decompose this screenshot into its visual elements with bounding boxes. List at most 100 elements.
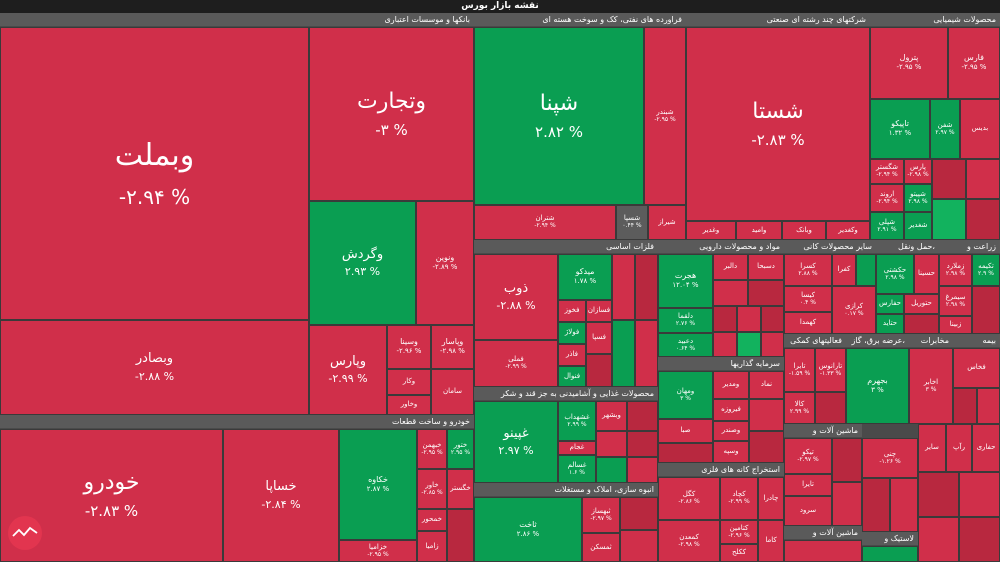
tile-fkhas[interactable]: فسپا xyxy=(586,322,612,354)
tile-vkghadir[interactable]: وکغدیر xyxy=(826,221,870,240)
tile-filler[interactable] xyxy=(713,332,737,357)
tile-dsoban[interactable]: دسبحا xyxy=(748,254,784,280)
tile-vpasar[interactable]: وپاسار -۲.۹۸ % xyxy=(431,325,474,369)
tile-vgardesh[interactable]: وگردش ۲.۹۳ % xyxy=(309,201,416,325)
tile-vbank[interactable]: وبانک xyxy=(782,221,826,240)
tile-fala[interactable]: فولاژ xyxy=(558,322,586,344)
tile-saba[interactable]: صبا xyxy=(658,419,713,443)
tile-vbshahr[interactable]: وبشهر xyxy=(596,401,627,431)
tile-filler[interactable] xyxy=(932,159,966,199)
tile-filler[interactable] xyxy=(918,517,959,562)
tile-filler[interactable] xyxy=(627,431,658,457)
tile-vkar[interactable]: وکار xyxy=(387,369,431,395)
tile-ghsalem[interactable]: غسالم ۱.۶ % xyxy=(558,455,596,483)
tile-badr[interactable]: بدیس xyxy=(960,99,1000,159)
tile-vsina[interactable]: وسینا -۲.۹۶ % xyxy=(387,325,431,369)
tile-filler[interactable] xyxy=(918,472,959,517)
tile-filler[interactable] xyxy=(832,438,862,482)
tile-karzi[interactable]: کرازی ۰.۱۷ % xyxy=(832,286,876,334)
tile-filler[interactable] xyxy=(856,254,876,286)
tile-kzar[interactable]: کاما xyxy=(758,520,784,562)
tile-kkal[interactable]: ککلح xyxy=(720,544,758,562)
tile-filler[interactable] xyxy=(737,332,761,357)
tile-akhaber[interactable]: اخابر ۳ % xyxy=(909,348,953,424)
tile-takieh[interactable]: تکیمه ۲.۹ % xyxy=(972,254,1000,286)
tile-dalmo[interactable]: دالبر xyxy=(713,254,748,280)
tile-shbandar[interactable]: شبندر -۲.۹۵ % xyxy=(644,27,686,205)
tile-khgostar[interactable]: خگستر xyxy=(447,469,474,509)
tile-shbiri[interactable]: شپلی ۲.۹۱ % xyxy=(870,212,904,240)
tile-filler[interactable] xyxy=(749,399,784,431)
tile-shesfa[interactable]: شسپا ۰.۴۴ % xyxy=(616,205,648,240)
tile-filler[interactable] xyxy=(737,306,761,332)
tile-pars[interactable]: پارس -۲.۹۸ % xyxy=(904,159,932,184)
tile-filler[interactable] xyxy=(890,478,918,532)
tile-khsapa[interactable]: خساپا -۲.۸۴ % xyxy=(223,429,339,562)
tile-filler[interactable] xyxy=(749,431,784,463)
tile-zob[interactable]: ذوب -۲.۸۸ % xyxy=(474,254,558,340)
tile-filler[interactable] xyxy=(635,320,658,387)
tile-filler[interactable] xyxy=(977,388,1000,424)
tile-tiko[interactable]: تیکو -۲.۹۷ % xyxy=(784,438,832,474)
tile-tmasken[interactable]: ثمسکن xyxy=(582,533,620,562)
tile-vbmellat[interactable]: وبملت -۲.۹۴ % xyxy=(0,27,309,320)
tile-filler[interactable] xyxy=(815,392,846,424)
tile-dabid[interactable]: دعبید ۰.۶۴ % xyxy=(658,333,713,357)
tile-khkave[interactable]: خکاوه ۲.۸۷ % xyxy=(339,429,417,540)
tile-hfars[interactable]: حفارس xyxy=(876,294,904,314)
tile-bahram[interactable]: بجهرم ۳ % xyxy=(846,348,909,424)
tile-simorgh[interactable]: سیمرغ ۲.۹۸ % xyxy=(939,286,972,316)
tile-filler[interactable] xyxy=(612,320,635,387)
tile-filler[interactable] xyxy=(966,159,1000,199)
tile-kahmda2[interactable]: کهمدا xyxy=(784,312,832,334)
tile-hasina[interactable]: حسینا xyxy=(914,254,939,294)
tile-fars[interactable]: فارس -۲.۹۵ % xyxy=(948,27,1000,99)
tile-hafari[interactable]: حفاری xyxy=(972,424,1000,472)
tile-filler[interactable] xyxy=(635,254,658,320)
tile-filler[interactable] xyxy=(713,280,748,306)
tile-shfan[interactable]: شفن ۲.۹۷ % xyxy=(930,99,960,159)
tile-kfara[interactable]: کفرا xyxy=(832,254,856,286)
tile-kahmda[interactable]: کیسا ۰.۴ % xyxy=(784,286,832,312)
tile-vsabah[interactable]: وسپه xyxy=(713,441,749,463)
tile-filler[interactable] xyxy=(959,472,1000,517)
tile-filler[interactable] xyxy=(748,280,784,306)
tile-tbahsaz[interactable]: ثبهساز -۲.۹۷ % xyxy=(582,497,620,533)
tile-filler[interactable] xyxy=(932,199,966,240)
tile-tabara[interactable]: تابرا -۱.۵۹ % xyxy=(784,348,815,392)
tile-filler[interactable] xyxy=(862,478,890,532)
tile-filler[interactable] xyxy=(620,497,658,530)
tile-kalla[interactable]: کالا ۲.۹۹ % xyxy=(784,392,815,424)
tile-vghadir[interactable]: وغدیر xyxy=(686,221,736,240)
tile-vsaderat[interactable]: وصندر xyxy=(713,421,749,441)
tile-ghnino[interactable]: غپینو ۲.۹۷ % xyxy=(474,401,558,483)
tile-shkastar[interactable]: شگستر -۲.۹۴ % xyxy=(870,159,904,184)
tile-rakesh[interactable]: رآپ xyxy=(946,424,972,472)
tile-firooz[interactable]: فیروزه xyxy=(713,399,749,421)
tile-tapico[interactable]: تاپیکو ۱.۳۲ % xyxy=(870,99,930,159)
tile-vmahan[interactable]: ومهان ۳ % xyxy=(658,371,713,419)
tile-filler[interactable] xyxy=(627,401,658,431)
tile-vpars[interactable]: وپارس -۲.۹۹ % xyxy=(309,325,387,415)
tile-filler[interactable] xyxy=(904,314,939,334)
tile-chine[interactable]: چنی -۱.۲۶ % xyxy=(862,438,918,478)
tile-soroud[interactable]: سرود xyxy=(784,496,832,526)
tile-kmoab[interactable]: کمعدن -۲.۹۸ % xyxy=(658,520,720,562)
tile-khzamia[interactable]: خزامیا -۲.۹۵ % xyxy=(339,540,417,562)
tile-filler[interactable] xyxy=(966,199,1000,240)
tile-filler[interactable] xyxy=(612,254,635,320)
tile-arvand[interactable]: اروند -۲.۹۴ % xyxy=(870,184,904,212)
tile-vtejarat[interactable]: وتجارت -۳ % xyxy=(309,27,474,201)
tile-filler[interactable] xyxy=(586,354,612,387)
tile-khmehvar[interactable]: خمحور xyxy=(417,509,447,531)
tile-shghadir[interactable]: شغدیر xyxy=(904,212,932,240)
tile-khbahman[interactable]: خبهمن -۲.۹۵ % xyxy=(417,429,447,469)
tile-fkhooz[interactable]: فخوز xyxy=(558,300,586,322)
tile-vtooka[interactable]: نماد xyxy=(749,371,784,399)
tile-zamla[interactable]: زملارد ۲.۹۸ % xyxy=(939,254,972,286)
tile-hkashtia[interactable]: حکشتی ۲.۹۸ % xyxy=(876,254,914,294)
tile-vkhavar[interactable]: وخاور xyxy=(387,395,431,415)
tile-midko[interactable]: میدکو ۱.۷۸ % xyxy=(558,254,612,300)
tile-filler[interactable] xyxy=(627,457,658,483)
tile-toril[interactable]: حتوریل xyxy=(904,294,939,314)
